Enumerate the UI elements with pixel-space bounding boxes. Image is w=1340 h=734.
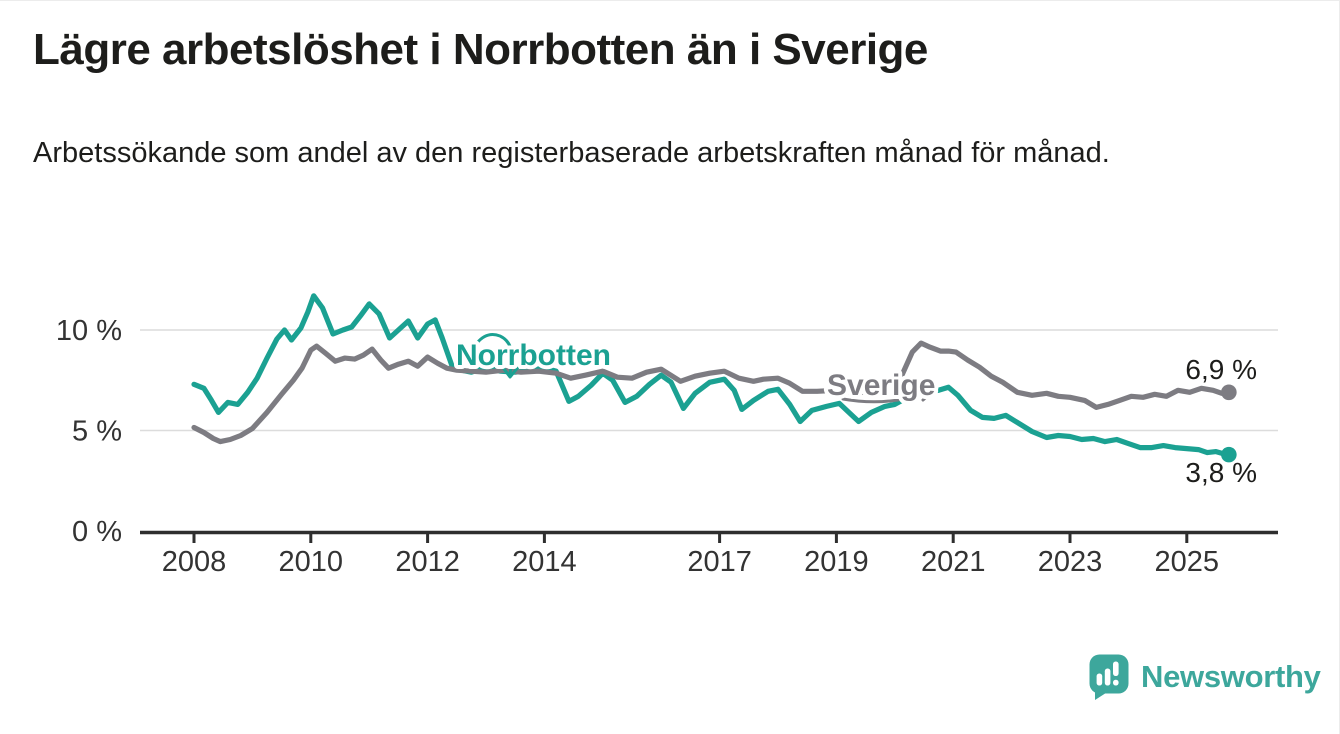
y-tick-label-5: 5 % bbox=[72, 416, 122, 448]
series-arrow-norrbotten-head bbox=[499, 363, 521, 379]
chart-subtitle: Arbetssökande som andel av den registerb… bbox=[33, 137, 1110, 169]
newsworthy-logo: Newsworthy bbox=[1088, 653, 1321, 701]
newsworthy-wordmark: Newsworthy bbox=[1141, 659, 1321, 694]
x-tick-label-2021: 2021 bbox=[921, 546, 986, 578]
x-tick-label-2017: 2017 bbox=[687, 546, 752, 578]
x-tick-label-2008: 2008 bbox=[162, 546, 227, 578]
x-tick-label-2023: 2023 bbox=[1038, 546, 1103, 578]
end-value-label-norrbotten: 3,8 % bbox=[1185, 457, 1257, 488]
x-tick-label-2019: 2019 bbox=[804, 546, 869, 578]
x-tick-label-2014: 2014 bbox=[512, 546, 577, 578]
end-dot-sverige bbox=[1221, 384, 1237, 401]
end-value-label-sverige: 6,9 % bbox=[1185, 354, 1257, 385]
bar-chart-glyph bbox=[1096, 661, 1119, 686]
x-tick-label-2012: 2012 bbox=[395, 546, 460, 578]
newsworthy-bubble-chart-icon bbox=[1089, 654, 1129, 700]
series-line-sverige bbox=[191, 340, 1232, 445]
series-arrow-sverige-head bbox=[920, 383, 934, 402]
series-label-sverige: Sverige bbox=[827, 369, 935, 402]
page-title: Lägre arbetslöshet i Norrbotten än i Sve… bbox=[33, 25, 928, 74]
y-tick-label-10: 10 % bbox=[56, 315, 122, 347]
x-tick-label-2025: 2025 bbox=[1155, 546, 1220, 578]
series-label-norrbotten: Norrbotten bbox=[456, 339, 611, 372]
series-line-norrbotten bbox=[191, 293, 1232, 458]
y-tick-label-0: 0 % bbox=[72, 516, 122, 548]
series-arrow-sverige bbox=[841, 390, 932, 404]
end-dot-norrbotten bbox=[1221, 446, 1237, 463]
x-tick-label-2010: 2010 bbox=[279, 546, 344, 578]
series-arrow-norrbotten bbox=[475, 333, 514, 375]
